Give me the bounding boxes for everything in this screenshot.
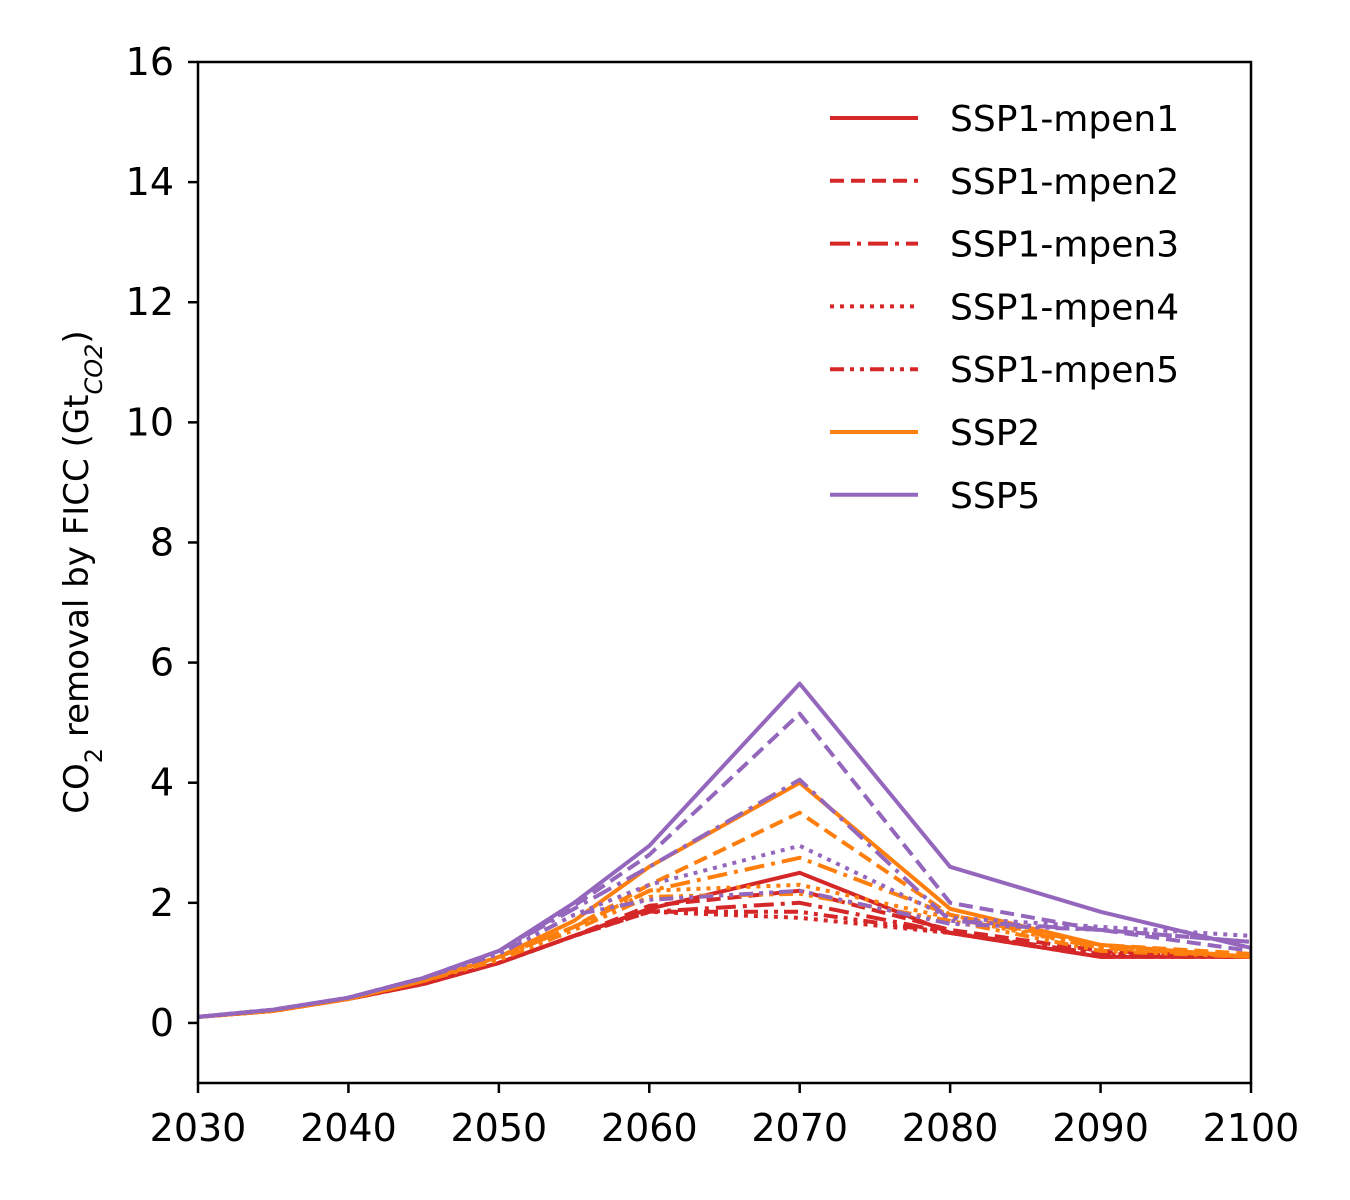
y-axis: 0 2 4 6 8 10 12 14 16 (126, 40, 198, 1045)
legend-item-ssp5: SSP5 (830, 476, 1040, 517)
legend-item-ssp1-mpen4: SSP1-mpen4 (830, 287, 1179, 328)
series-line-ssp5-mpen5 (197, 888, 1252, 1019)
x-axis: 2030 2040 2050 2060 2070 2080 2090 2100 (150, 1083, 1300, 1150)
x-tick-label-2100: 2100 (1203, 1106, 1300, 1150)
y-axis-label-sub1: 2 (80, 748, 108, 763)
legend-item-ssp2-label: SSP2 (950, 413, 1040, 454)
x-tick-label-2030: 2030 (150, 1106, 247, 1150)
legend-item-ssp1-mpen5-label: SSP1-mpen5 (950, 350, 1179, 391)
y-tick-label-16: 16 (126, 40, 174, 84)
y-tick-label-14: 14 (126, 160, 174, 204)
x-tick-label-2050: 2050 (450, 1106, 547, 1150)
x-tick-label-2090: 2090 (1052, 1106, 1149, 1150)
legend-item-ssp1-mpen1: SSP1-mpen1 (830, 99, 1179, 140)
legend-item-ssp1-mpen2-label: SSP1-mpen2 (950, 162, 1179, 203)
legend-item-ssp2: SSP2 (830, 413, 1040, 454)
y-tick-label-2: 2 (150, 881, 174, 925)
y-tick-label-0: 0 (150, 1001, 174, 1045)
legend-item-ssp5-label: SSP5 (950, 476, 1040, 517)
y-tick-label-8: 8 (150, 520, 174, 564)
series-layer (197, 681, 1252, 1019)
y-tick-label-4: 4 (150, 761, 174, 805)
y-axis-label-sub2: CO2 (80, 344, 108, 395)
y-tick-label-10: 10 (126, 400, 174, 444)
x-tick-label-2070: 2070 (751, 1106, 848, 1150)
x-tick-label-2080: 2080 (902, 1106, 999, 1150)
x-tick-label-2040: 2040 (300, 1106, 397, 1150)
x-tick-label-2060: 2060 (601, 1106, 698, 1150)
legend-item-ssp1-mpen3: SSP1-mpen3 (830, 225, 1179, 266)
plot-frame (196, 60, 1253, 1085)
y-axis-label: CO2 removal by FICC (GtCO2) (57, 330, 108, 813)
legend-item-ssp1-mpen3-label: SSP1-mpen3 (950, 225, 1179, 266)
y-tick-label-6: 6 (150, 641, 174, 685)
y-tick-label-12: 12 (126, 280, 174, 324)
legend-item-ssp1-mpen4-label: SSP1-mpen4 (950, 287, 1179, 328)
legend-item-ssp1-mpen2: SSP1-mpen2 (830, 162, 1179, 203)
legend-item-ssp1-mpen5: SSP1-mpen5 (830, 350, 1179, 391)
legend: SSP1-mpen1 SSP1-mpen2 SSP1-mpen3 SSP1-mpen4… (830, 99, 1179, 517)
legend-item-ssp1-mpen1-label: SSP1-mpen1 (950, 99, 1179, 140)
